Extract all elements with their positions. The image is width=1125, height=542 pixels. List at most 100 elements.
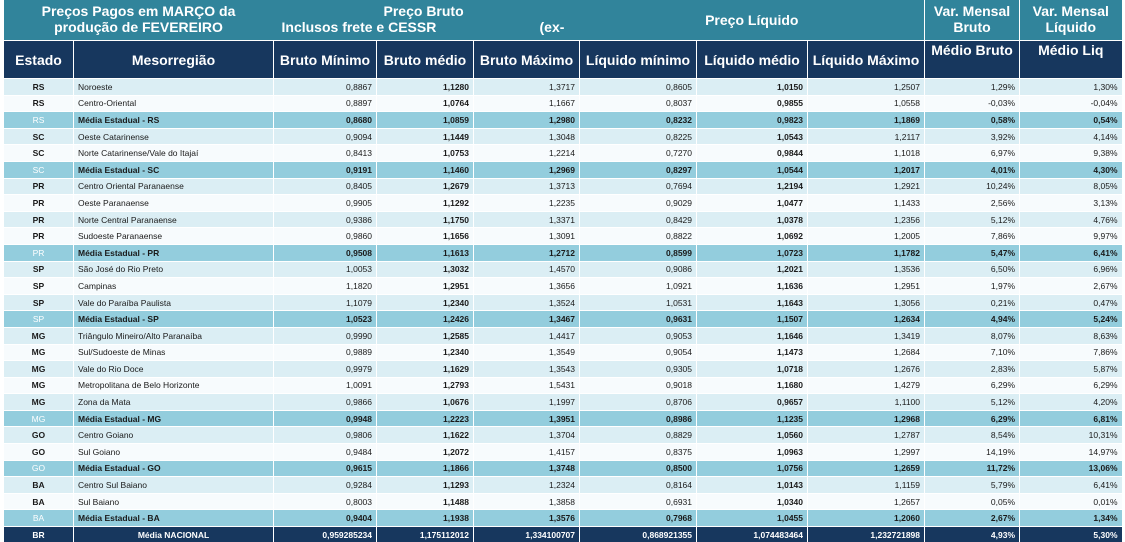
cell-liquido-medio: 0,9823 <box>696 111 808 129</box>
cell-bruto-maximo: 1,3748 <box>473 459 580 477</box>
cell-liquido-medio: 1,0718 <box>696 360 808 378</box>
cell-liquido-medio: 1,2021 <box>696 260 808 278</box>
cell-liquido-maximo: 1,2005 <box>807 227 925 245</box>
col-var-liquido: Médio Liq <box>1019 40 1122 79</box>
cell-bruto-minimo: 1,1820 <box>273 277 377 295</box>
cell-mesorregiao: Média Estadual - MG <box>72 409 274 427</box>
state-average-row: MG Média Estadual - MG 0,9948 1,2223 1,3951 0… <box>3 409 1122 427</box>
table-row: SP Vale do Paraíba Paulista 1,1079 1,2340 1,… <box>3 293 1122 311</box>
cell-uf: SP <box>3 310 74 328</box>
cell-bruto-minimo: 1,0091 <box>273 376 377 394</box>
cell-bruto-minimo: 1,0053 <box>273 260 377 278</box>
cell-var-liquido: 2,67% <box>1019 277 1122 295</box>
cell-liquido-maximo: 1,3536 <box>807 260 925 278</box>
cell-liquido-minimo: 0,8037 <box>579 94 697 112</box>
cell-uf: PR <box>3 177 74 195</box>
cell-bruto-minimo: 0,8003 <box>273 492 377 510</box>
cell-uf: BA <box>3 492 74 510</box>
cell-var-bruto: 5,79% <box>924 476 1020 494</box>
cell-mesorregiao: Vale do Paraíba Paulista <box>72 293 274 311</box>
cell-liquido-medio: 1,074483464 <box>696 526 808 542</box>
table-row: GO Centro Goiano 0,9806 1,1622 1,3704 0,8829 1… <box>3 426 1122 444</box>
cell-uf: BA <box>3 509 74 527</box>
cell-uf: MG <box>3 343 74 361</box>
cell-var-liquido: 3,13% <box>1019 194 1122 212</box>
cell-liquido-minimo: 0,9053 <box>579 326 697 344</box>
cell-bruto-maximo: 1,3524 <box>473 293 580 311</box>
cell-var-bruto: 0,58% <box>924 111 1020 129</box>
cell-liquido-medio: 0,9855 <box>696 94 808 112</box>
cell-mesorregiao: Média Estadual - GO <box>72 459 274 477</box>
cell-liquido-medio: 1,0723 <box>696 243 808 262</box>
cell-bruto-minimo: 0,9508 <box>273 243 377 262</box>
report-title-line1: Preços Pagos em MARÇO da <box>41 3 236 19</box>
cell-mesorregiao: Noroeste <box>72 78 274 96</box>
cell-liquido-minimo: 0,9086 <box>579 260 697 278</box>
cell-liquido-minimo: 0,8822 <box>579 227 697 245</box>
cell-bruto-maximo: 1,3467 <box>473 310 580 328</box>
cell-var-bruto: 8,07% <box>924 326 1020 344</box>
cell-bruto-maximo: 1,3951 <box>473 409 580 427</box>
cell-var-liquido: 6,29% <box>1019 376 1122 394</box>
cell-liquido-maximo: 1,1159 <box>807 476 925 494</box>
cell-bruto-maximo: 1,3543 <box>473 360 580 378</box>
cell-liquido-minimo: 0,8605 <box>579 78 697 96</box>
cell-liquido-minimo: 0,8599 <box>579 243 697 262</box>
cell-bruto-minimo: 1,1079 <box>273 293 377 311</box>
cell-bruto-minimo: 0,9990 <box>273 326 377 344</box>
cell-bruto-minimo: 0,9615 <box>273 459 377 477</box>
cell-liquido-maximo: 1,1100 <box>807 393 925 411</box>
cell-var-bruto: 4,94% <box>924 310 1020 328</box>
col-estado: Estado <box>3 40 74 79</box>
cell-var-bruto: 3,92% <box>924 127 1020 145</box>
cell-var-liquido: 9,97% <box>1019 227 1122 245</box>
cell-bruto-medio: 1,1750 <box>376 210 474 228</box>
cell-var-bruto: 5,12% <box>924 210 1020 228</box>
cell-uf: GO <box>3 426 74 444</box>
cell-liquido-maximo: 1,3419 <box>807 326 925 344</box>
cell-uf: PR <box>3 194 74 212</box>
cell-var-liquido: 10,31% <box>1019 426 1122 444</box>
cell-liquido-maximo: 1,2507 <box>807 78 925 96</box>
cell-bruto-maximo: 1,3858 <box>473 492 580 510</box>
price-table: Preços Pagos em MARÇO da produção de FEV… <box>3 0 1122 542</box>
cell-var-liquido: 9,38% <box>1019 144 1122 162</box>
cell-liquido-maximo: 1,1018 <box>807 144 925 162</box>
cell-liquido-maximo: 1,2997 <box>807 443 925 461</box>
cell-bruto-minimo: 0,8413 <box>273 144 377 162</box>
cell-var-liquido: 14,97% <box>1019 443 1122 461</box>
cell-var-bruto: 2,67% <box>924 509 1020 527</box>
cell-bruto-medio: 1,0676 <box>376 393 474 411</box>
cell-bruto-minimo: 0,9889 <box>273 343 377 361</box>
col-liquido-maximo: Líquido Máximo <box>807 40 925 79</box>
state-average-row: SP Média Estadual - SP 1,0523 1,2426 1,3467 0… <box>3 310 1122 328</box>
cell-bruto-medio: 1,1292 <box>376 194 474 212</box>
cell-var-liquido: 1,34% <box>1019 509 1122 527</box>
cell-liquido-maximo: 1,2684 <box>807 343 925 361</box>
cell-var-liquido: 6,96% <box>1019 260 1122 278</box>
cell-bruto-minimo: 0,959285234 <box>273 526 377 542</box>
cell-liquido-medio: 1,0963 <box>696 443 808 461</box>
cell-liquido-minimo: 0,9018 <box>579 376 697 394</box>
cell-var-bruto: 4,93% <box>924 526 1020 542</box>
cell-liquido-medio: 1,0378 <box>696 210 808 228</box>
cell-uf: SP <box>3 293 74 311</box>
cell-var-liquido: 4,76% <box>1019 210 1122 228</box>
cell-var-liquido: 1,30% <box>1019 78 1122 96</box>
cell-bruto-medio: 1,0859 <box>376 111 474 129</box>
cell-bruto-medio: 1,2585 <box>376 326 474 344</box>
cell-uf: MG <box>3 326 74 344</box>
cell-bruto-medio: 1,2951 <box>376 277 474 295</box>
cell-mesorregiao: São José do Rio Preto <box>72 260 274 278</box>
table-row: SP Campinas 1,1820 1,2951 1,3656 1,0921 1,1636… <box>3 277 1122 295</box>
cell-liquido-medio: 1,1646 <box>696 326 808 344</box>
cell-liquido-minimo: 0,9054 <box>579 343 697 361</box>
cell-var-liquido: -0,04% <box>1019 94 1122 112</box>
cell-bruto-minimo: 1,0523 <box>273 310 377 328</box>
cell-var-liquido: 7,86% <box>1019 343 1122 361</box>
cell-liquido-maximo: 1,1869 <box>807 111 925 129</box>
cell-mesorregiao: Média Estadual - RS <box>72 111 274 129</box>
cell-var-liquido: 6,41% <box>1019 243 1122 262</box>
col-bruto-maximo: Bruto Máximo <box>473 40 580 79</box>
cell-liquido-minimo: 0,8986 <box>579 409 697 427</box>
